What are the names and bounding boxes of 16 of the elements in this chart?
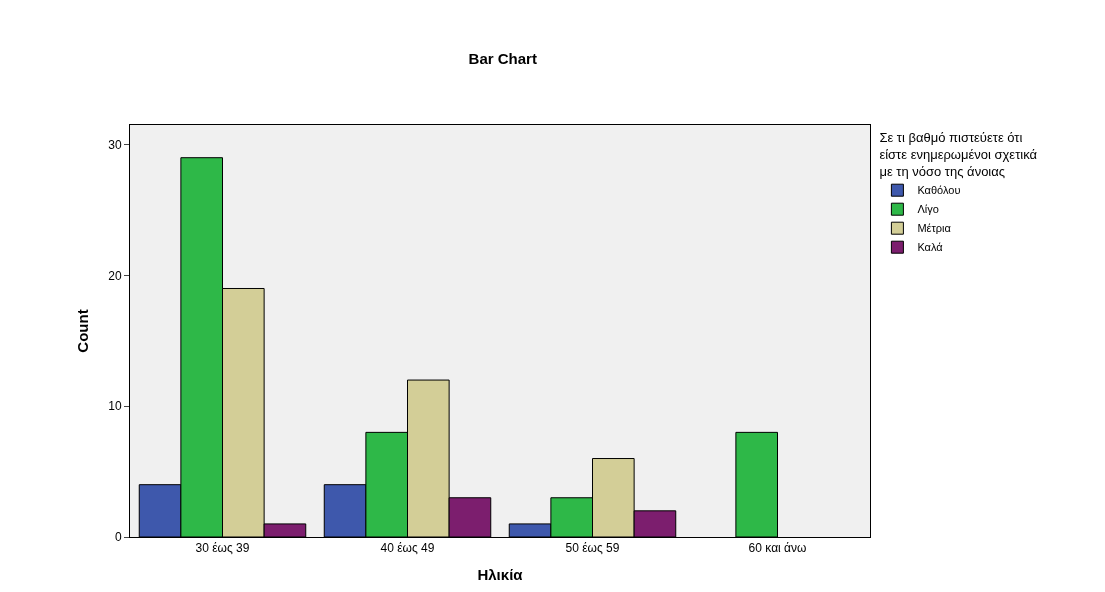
y-tick-label: 0	[114, 530, 122, 545]
legend-label: Μέτρια	[917, 222, 952, 235]
y-axis-title: Count	[74, 309, 92, 353]
x-tick-label: 30 έως 39	[195, 541, 250, 556]
x-axis-title: Ηλικία	[477, 566, 524, 584]
x-tick-label: 40 έως 49	[380, 541, 435, 556]
legend-label: Καθόλου	[917, 184, 961, 197]
y-tick-label: 30	[108, 137, 122, 152]
y-tick-label: 20	[108, 268, 122, 283]
x-tick-label: 50 έως 59	[565, 541, 620, 556]
legend-label: Λίγο	[917, 203, 939, 216]
chart-title: Bar Chart	[468, 49, 537, 67]
y-tick-label: 10	[108, 399, 122, 414]
legend-label: Καλά	[917, 241, 944, 254]
x-tick-label: 60 και άνω	[748, 541, 807, 556]
legend-title: Σε τι βαθμό πιστεύετε ότι είστε ενημερωμένοι σχετικά με τη νόσο της άνοιας	[879, 129, 1038, 179]
